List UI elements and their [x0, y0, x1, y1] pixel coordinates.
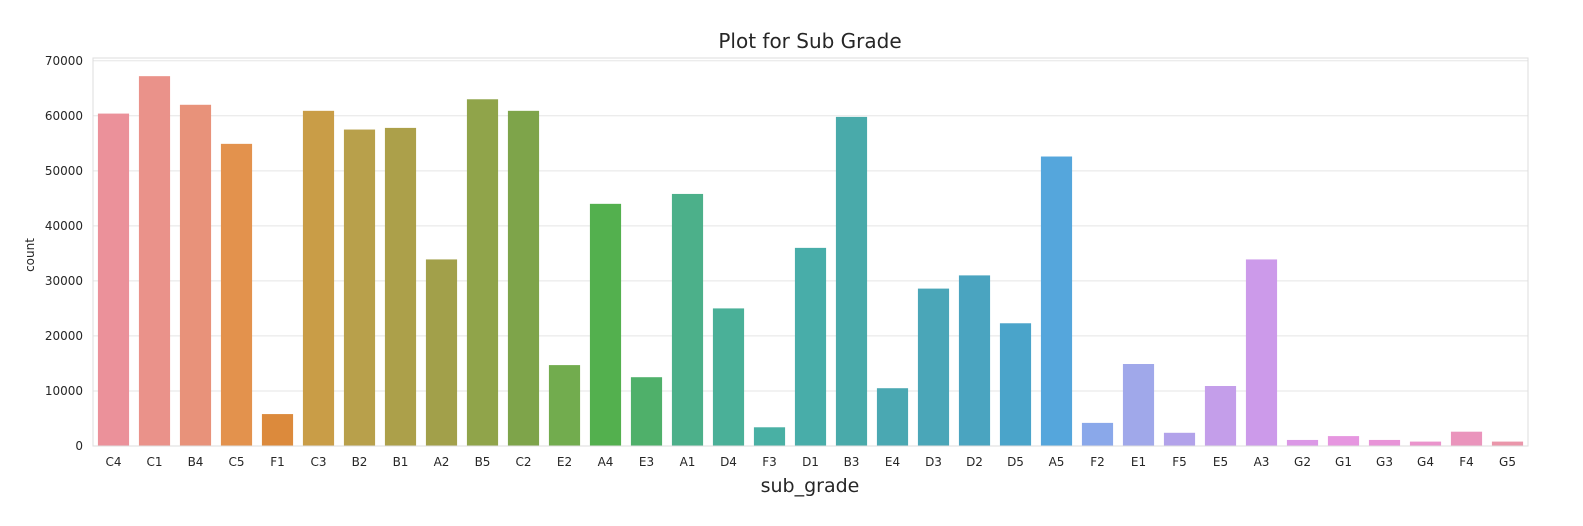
bar-f2: [1081, 422, 1114, 446]
y-axis-label: count: [23, 238, 37, 272]
bar-f4: [1450, 431, 1483, 446]
bars: [97, 76, 1524, 447]
x-tick-label: F2: [1090, 455, 1105, 469]
x-tick-label: B1: [393, 455, 409, 469]
bar-d1: [794, 247, 827, 446]
bar-e3: [630, 377, 663, 446]
x-tick-label: A4: [598, 455, 614, 469]
chart-title: Plot for Sub Grade: [718, 29, 901, 53]
x-axis-label: sub_grade: [761, 475, 860, 497]
x-tick-label: G3: [1376, 455, 1393, 469]
bar-b2: [343, 129, 376, 447]
bar-c2: [507, 110, 540, 446]
y-tick-label: 10000: [45, 384, 83, 398]
x-tick-label: D4: [720, 455, 737, 469]
bar-e4: [876, 388, 909, 446]
bar-c1: [138, 76, 171, 446]
bar-g2: [1286, 439, 1319, 446]
x-tick-label: D2: [966, 455, 983, 469]
x-tick-label: D1: [802, 455, 819, 469]
bar-f5: [1163, 432, 1196, 446]
x-tick-label: C2: [515, 455, 531, 469]
x-tick-label: G4: [1417, 455, 1434, 469]
x-tick-label: A2: [434, 455, 450, 469]
y-tick-label: 20000: [45, 329, 83, 343]
bar-f1: [261, 414, 294, 446]
bar-a4: [589, 203, 622, 446]
x-tick-label: E1: [1131, 455, 1146, 469]
bar-g3: [1368, 439, 1401, 446]
y-tick-label: 30000: [45, 274, 83, 288]
x-tick-label: E4: [885, 455, 900, 469]
x-tick-label: A5: [1049, 455, 1065, 469]
y-tick-labels: 0 10000 20000 30000 40000 50000 60000 70000: [45, 54, 83, 453]
y-tick-label: 70000: [45, 54, 83, 68]
x-tick-label: B3: [844, 455, 860, 469]
bar-a5: [1040, 156, 1073, 446]
x-tick-label: D3: [925, 455, 942, 469]
bar-g5: [1491, 441, 1524, 446]
x-tick-label: C3: [310, 455, 326, 469]
bar-e5: [1204, 386, 1237, 446]
x-tick-label: C4: [105, 455, 121, 469]
bar-b4: [179, 104, 212, 446]
x-tick-label: B5: [475, 455, 491, 469]
bar-d3: [917, 288, 950, 446]
x-tick-label: F5: [1172, 455, 1187, 469]
bar-a3: [1245, 259, 1278, 446]
x-tick-label: E3: [639, 455, 654, 469]
x-tick-label: F3: [762, 455, 777, 469]
x-tick-label: A3: [1254, 455, 1270, 469]
bar-b5: [466, 99, 499, 446]
bar-e2: [548, 365, 581, 446]
bar-a2: [425, 259, 458, 446]
bar-d5: [999, 323, 1032, 446]
x-tick-label: G1: [1335, 455, 1352, 469]
bar-b3: [835, 116, 868, 446]
bar-e1: [1122, 363, 1155, 446]
bar-g4: [1409, 441, 1442, 446]
x-tick-label: C5: [228, 455, 244, 469]
y-tick-label: 50000: [45, 164, 83, 178]
x-tick-label: G2: [1294, 455, 1311, 469]
bar-g1: [1327, 436, 1360, 446]
bar-d4: [712, 308, 745, 446]
x-tick-label: F1: [270, 455, 285, 469]
bar-c3: [302, 110, 335, 446]
y-tick-label: 40000: [45, 219, 83, 233]
y-tick-label: 60000: [45, 109, 83, 123]
bar-f3: [753, 427, 786, 446]
bar-d2: [958, 275, 991, 446]
bar-c5: [220, 143, 253, 446]
x-tick-label: B4: [188, 455, 204, 469]
x-tick-label: C1: [146, 455, 162, 469]
x-tick-labels: C4 C1 B4 C5 F1 C3 B2 B1 A2 B5 C2 E2 A4 E3 A1 D4 F3 D1 B3 E4…: [105, 455, 1515, 469]
x-tick-label: E2: [557, 455, 572, 469]
x-tick-label: D5: [1007, 455, 1024, 469]
bar-a1: [671, 193, 704, 446]
plot-frame: [92, 57, 1529, 447]
bar-c4: [97, 113, 130, 446]
y-tick-label: 0: [75, 439, 83, 453]
x-tick-label: A1: [680, 455, 696, 469]
x-tick-label: B2: [352, 455, 368, 469]
x-tick-label: E5: [1213, 455, 1228, 469]
bar-b1: [384, 127, 417, 447]
x-tick-label: F4: [1459, 455, 1474, 469]
x-tick-label: G5: [1499, 455, 1516, 469]
